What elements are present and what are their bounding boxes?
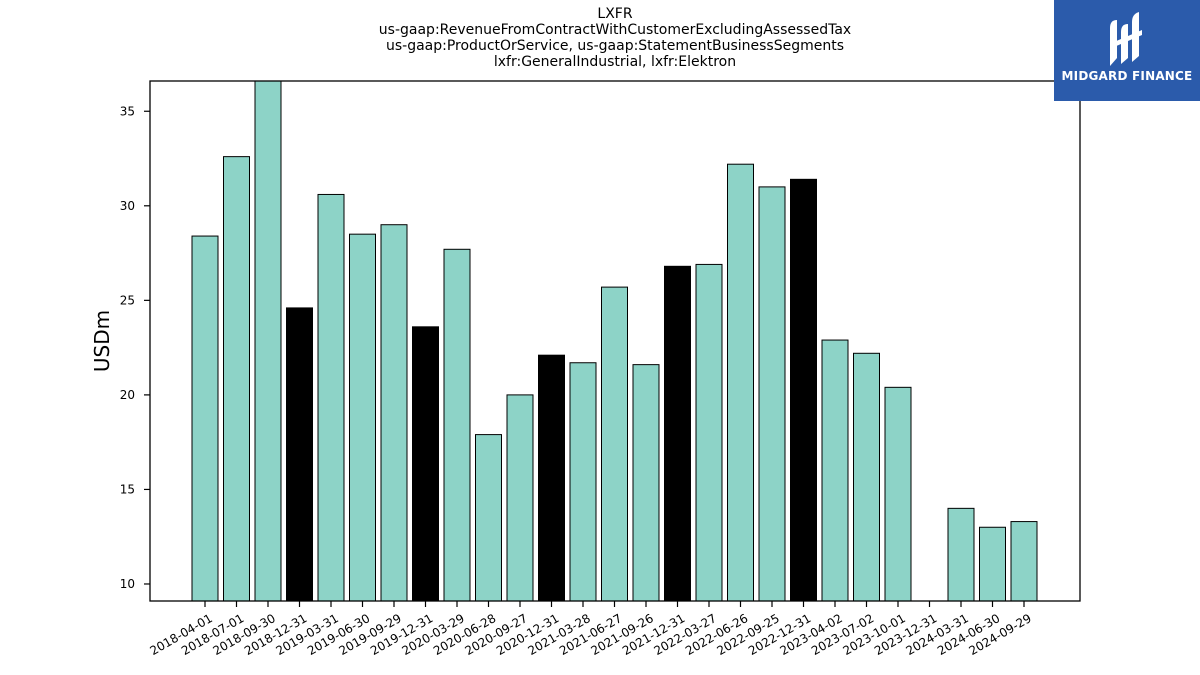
bar-2018-07-01 (223, 156, 250, 602)
bar-2019-09-29 (380, 224, 408, 602)
y-tick-label: 25 (120, 293, 135, 307)
bar-2021-03-28 (569, 362, 597, 602)
bar-2020-03-29 (443, 248, 471, 602)
y-tick-label: 20 (120, 388, 135, 402)
bar-2018-12-31 (286, 307, 313, 602)
bar-2020-06-28 (475, 434, 502, 602)
logo-text: MIDGARD FINANCE (1061, 69, 1193, 83)
y-tick-label: 30 (120, 199, 135, 213)
bar-2024-09-29 (1010, 521, 1038, 602)
y-axis-ticks: 10 15 20 25 30 35 (120, 104, 150, 591)
plot-frame (149, 80, 1081, 602)
midgard-logo-icon (1110, 12, 1142, 66)
y-tick-label: 35 (120, 104, 135, 118)
bar-2021-12-31 (664, 265, 691, 602)
y-tick-label: 10 (120, 577, 135, 591)
title-line-1: LXFR (597, 6, 633, 22)
y-tick-label: 15 (120, 482, 135, 496)
bar-2019-03-31 (317, 193, 345, 602)
bar-2022-03-27 (695, 263, 723, 602)
bar-2021-06-27 (601, 286, 628, 602)
bar-2024-03-31 (947, 507, 975, 602)
bar-2024-06-30 (979, 526, 1006, 602)
bar-2018-04-01 (191, 235, 219, 602)
bar-2019-06-30 (349, 233, 376, 602)
x-axis-ticks: 2018-04-012018-07-012018-09-302018-12-31… (147, 601, 1034, 658)
bar-2023-10-01 (884, 386, 912, 602)
bar-2022-12-31 (790, 178, 817, 602)
bar-2018-09-30 (254, 80, 282, 602)
bar-2019-12-31 (412, 326, 439, 602)
bar-2021-09-26 (632, 364, 660, 602)
title-line-4: lxfr:GeneralIndustrial, lxfr:Elektron (493, 54, 737, 70)
bar-2023-07-02 (853, 352, 880, 602)
bars-group (191, 80, 1038, 602)
bar-2023-04-02 (821, 339, 849, 602)
title-line-2: us-gaap:RevenueFromContractWithCustomerE… (378, 22, 852, 38)
bar-2020-09-27 (506, 394, 534, 602)
bar-2020-12-31 (538, 354, 565, 602)
bar-2022-09-25 (758, 186, 786, 602)
midgard-finance-logo: MIDGARD FINANCE (1054, 0, 1200, 101)
chart-title: LXFR us-gaap:RevenueFromContractWithCust… (150, 6, 1080, 70)
bar-2022-06-26 (727, 163, 754, 602)
y-axis-label: USDm (90, 310, 114, 372)
title-line-3: us-gaap:ProductOrService, us-gaap:Statem… (385, 38, 844, 54)
